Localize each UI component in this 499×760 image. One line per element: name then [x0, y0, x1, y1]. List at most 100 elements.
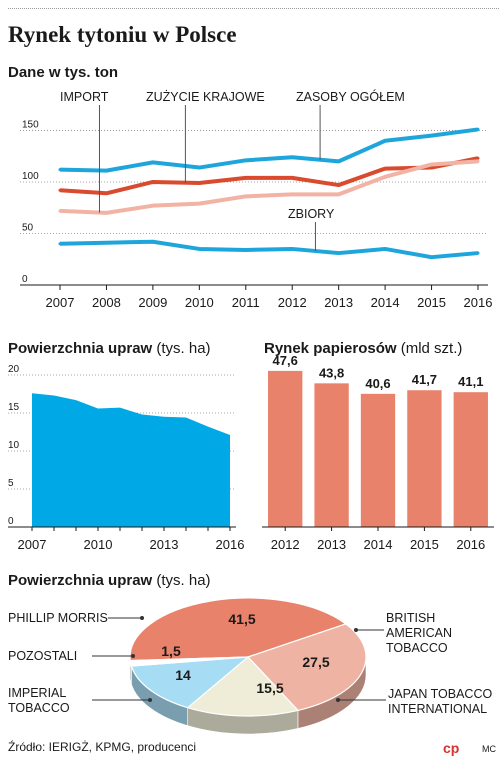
- line-point: [430, 255, 434, 259]
- bar-x-tick: 2015: [410, 537, 439, 552]
- pie-label-dot: [131, 654, 135, 658]
- bar: [453, 392, 488, 527]
- line-point: [151, 160, 155, 164]
- line-y-tick: 50: [22, 222, 34, 233]
- bar-x-tick: 2016: [456, 537, 485, 552]
- line-point: [337, 159, 341, 163]
- line-point: [290, 155, 294, 159]
- line-y-tick: 100: [22, 171, 39, 182]
- line-point: [290, 176, 294, 180]
- pie-category-label: INTERNATIONAL: [388, 702, 487, 716]
- area-chart-title-text: Powierzchnia upraw: [8, 340, 153, 357]
- line-x-tick: 2010: [185, 295, 214, 310]
- pie-label-dot: [148, 698, 152, 702]
- bar-chart-title-text: Rynek papierosów: [264, 340, 397, 357]
- area-y-tick: 10: [8, 440, 20, 451]
- line-point: [383, 247, 387, 251]
- line-point: [244, 248, 248, 252]
- pie-slice: [246, 623, 367, 712]
- area-x-tick: 2007: [18, 537, 47, 552]
- line-point: [337, 192, 341, 196]
- line-point: [337, 251, 341, 255]
- pie-slice: [186, 656, 300, 717]
- bar-x-tick: 2013: [317, 537, 346, 552]
- line-point: [197, 166, 201, 170]
- line-point: [476, 251, 480, 255]
- line-point: [244, 194, 248, 198]
- area-fill: [32, 393, 230, 527]
- line-series: [59, 159, 479, 215]
- pie-category-label: POZOSTALI: [8, 649, 77, 663]
- pie-category-label: IMPERIAL: [8, 686, 66, 700]
- pie-label-dot: [354, 628, 358, 632]
- area-x-tick: 2013: [150, 537, 179, 552]
- line-point: [383, 167, 387, 171]
- line-point: [430, 162, 434, 166]
- line-series: [59, 156, 479, 196]
- line-x-tick: 2012: [278, 295, 307, 310]
- pie-slice: [129, 656, 249, 667]
- pie-chart-title: Powierzchnia upraw (tys. ha): [8, 572, 211, 589]
- bar-value-label: 43,8: [319, 365, 344, 380]
- line-point: [476, 159, 480, 163]
- pie-label-dot: [140, 616, 144, 620]
- line-point: [290, 247, 294, 251]
- pie-slice: [130, 656, 250, 709]
- pie-category-label: AMERICAN: [386, 626, 452, 640]
- area-chart-title: Powierzchnia upraw (tys. ha): [8, 340, 211, 357]
- line-point: [58, 209, 62, 213]
- pie-label-dot: [336, 698, 340, 702]
- bar: [268, 370, 303, 527]
- line-series-label: ZASOBY OGÓŁEM: [296, 89, 405, 104]
- line-point: [430, 166, 434, 170]
- pie-category-label: JAPAN TOBACCO: [388, 687, 492, 701]
- line-y-tick: 150: [22, 119, 39, 130]
- line-point: [197, 247, 201, 251]
- line-point: [337, 183, 341, 187]
- line-x-tick: 2008: [92, 295, 121, 310]
- pie-value-label: 14: [175, 667, 191, 683]
- source-note: Źródło: IERIGŻ, KPMG, producenci: [8, 740, 197, 754]
- bar-x-tick: 2014: [364, 537, 393, 552]
- line-point: [383, 139, 387, 143]
- line-point: [104, 211, 108, 215]
- line-point: [197, 202, 201, 206]
- page-title: Rynek tytoniu w Polsce: [8, 22, 237, 47]
- line-point: [151, 240, 155, 244]
- pie-chart-unit: (tys. ha): [156, 572, 211, 589]
- pie-category-label: BRITISH: [386, 611, 435, 625]
- bar-x-tick: 2012: [271, 537, 300, 552]
- pie-value-label: 41,5: [228, 611, 255, 627]
- line-point: [197, 181, 201, 185]
- line-point: [383, 175, 387, 179]
- author-initials: MC: [482, 744, 496, 754]
- bar-value-label: 40,6: [365, 376, 390, 391]
- line-point: [58, 168, 62, 172]
- line-series-label: ZUŻYCIE KRAJOWE: [146, 90, 265, 104]
- line-series: [59, 127, 479, 173]
- pie-slice: [129, 597, 348, 662]
- line-series-label: ZBIORY: [288, 207, 335, 221]
- line-point: [290, 192, 294, 196]
- line-x-tick: 2009: [138, 295, 167, 310]
- line-point: [104, 191, 108, 195]
- line-point: [104, 169, 108, 173]
- line-x-tick: 2014: [371, 295, 400, 310]
- line-x-tick: 2015: [417, 295, 446, 310]
- area-y-tick: 15: [8, 402, 20, 413]
- area-x-tick: 2016: [216, 537, 245, 552]
- bar: [314, 383, 349, 527]
- bar-value-label: 47,6: [273, 353, 298, 368]
- publisher-logo: cp: [443, 740, 460, 756]
- pie-value-label: 15,5: [256, 680, 283, 696]
- pie-category-label: PHILLIP MORRIS: [8, 611, 108, 625]
- area-y-tick: 0: [8, 516, 14, 527]
- line-series: [59, 239, 479, 260]
- area-y-tick: 20: [8, 364, 20, 375]
- area-x-tick: 2010: [84, 537, 113, 552]
- line-point: [58, 188, 62, 192]
- bar: [360, 393, 396, 527]
- pie-category-label: TOBACCO: [386, 641, 448, 655]
- bar-value-label: 41,7: [412, 372, 437, 387]
